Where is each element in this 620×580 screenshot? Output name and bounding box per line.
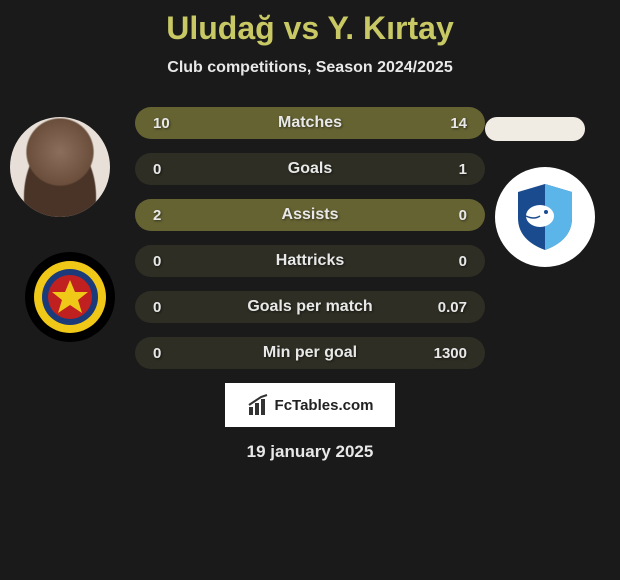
date-label: 19 january 2025 <box>0 442 620 462</box>
stat-label: Goals <box>288 160 332 178</box>
stat-label: Hattricks <box>276 252 344 270</box>
chart-icon <box>247 393 271 417</box>
stat-value-left: 0 <box>153 345 161 362</box>
club-crest-right-icon <box>506 178 584 256</box>
club-badge-right <box>495 167 595 267</box>
stat-value-right: 1 <box>459 161 467 178</box>
comparison-panel: 10 Matches 14 0 Goals 1 2 Assists 0 0 Hattricks 0 0 G… <box>0 107 620 369</box>
site-logo-text: FcTables.com <box>275 397 374 414</box>
stat-row: 0 Goals 1 <box>135 153 485 185</box>
stat-label: Min per goal <box>263 344 357 362</box>
stat-label: Matches <box>278 114 342 132</box>
stat-row: 0 Hattricks 0 <box>135 245 485 277</box>
stat-row: 10 Matches 14 <box>135 107 485 139</box>
stat-value-right: 14 <box>450 115 467 132</box>
stat-value-left: 0 <box>153 161 161 178</box>
player-silhouette-icon <box>10 117 110 217</box>
stat-value-right: 1300 <box>434 345 467 362</box>
stat-label: Goals per match <box>247 298 372 316</box>
site-logo: FcTables.com <box>225 383 395 427</box>
stat-value-left: 0 <box>153 253 161 270</box>
stat-row: 0 Min per goal 1300 <box>135 337 485 369</box>
stat-value-right: 0 <box>459 207 467 224</box>
player-photo-right <box>485 117 585 141</box>
stat-row: 2 Assists 0 <box>135 199 485 231</box>
stat-value-left: 10 <box>153 115 170 132</box>
player-photo-left <box>10 117 110 217</box>
stat-label: Assists <box>282 206 339 224</box>
page-title: Uludağ vs Y. Kırtay <box>0 10 620 47</box>
club-badge-left <box>25 252 115 342</box>
stat-rows: 10 Matches 14 0 Goals 1 2 Assists 0 0 Hattricks 0 0 G… <box>135 107 485 369</box>
stat-value-left: 0 <box>153 299 161 316</box>
stat-value-right: 0 <box>459 253 467 270</box>
subtitle: Club competitions, Season 2024/2025 <box>0 59 620 77</box>
stat-row: 0 Goals per match 0.07 <box>135 291 485 323</box>
stat-value-right: 0.07 <box>438 299 467 316</box>
club-crest-left-icon <box>33 260 107 334</box>
stat-value-left: 2 <box>153 207 161 224</box>
